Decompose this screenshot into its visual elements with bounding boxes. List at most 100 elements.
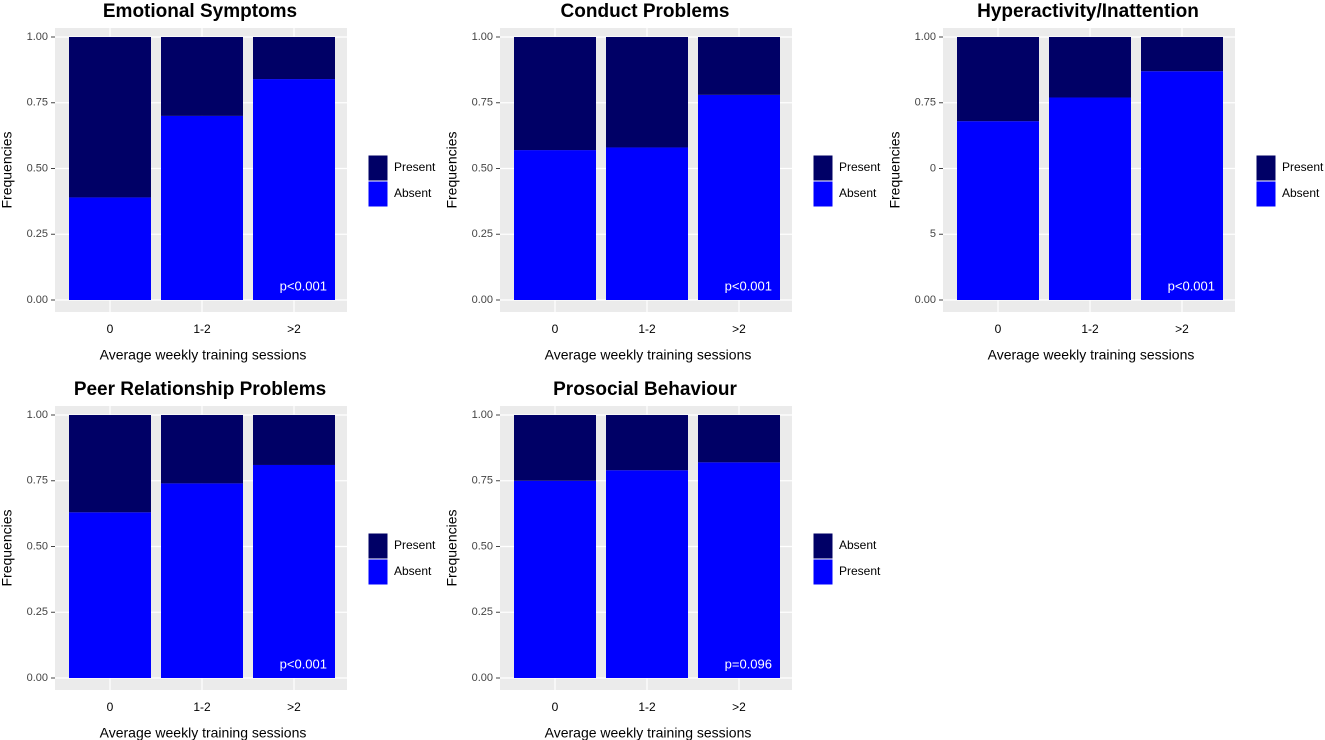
y-tick-label: 0.00 xyxy=(472,672,493,684)
bar-segment xyxy=(606,415,688,471)
bar-segment xyxy=(253,415,335,465)
x-tick-label: 0 xyxy=(107,322,114,336)
legend-swatch xyxy=(812,558,834,586)
legend-label: Present xyxy=(839,160,881,174)
y-tick-label: 0.00 xyxy=(472,294,493,306)
legend-swatch xyxy=(367,180,389,208)
x-tick-label: 1-2 xyxy=(638,322,656,336)
bar-segment xyxy=(161,37,243,116)
bar-segment xyxy=(253,464,335,678)
bar-segment xyxy=(253,37,335,80)
x-tick-label: 1-2 xyxy=(1081,322,1099,336)
y-axis-label: Frequencies xyxy=(444,131,460,208)
chart-title: Hyperactivity/Inattention xyxy=(977,1,1199,22)
x-axis-label: Average weekly training sessions xyxy=(988,347,1195,363)
bar-segment xyxy=(161,415,243,484)
y-tick-label: 0.25 xyxy=(27,228,48,240)
chart-title: Prosocial Behaviour xyxy=(553,379,737,400)
bar-segment xyxy=(69,512,151,678)
y-tick-label: 0.75 xyxy=(27,97,48,109)
x-tick-label: 1-2 xyxy=(193,700,211,714)
x-tick-label: 0 xyxy=(995,322,1002,336)
bar-segment xyxy=(957,37,1039,122)
legend-label: Absent xyxy=(394,186,432,200)
y-tick-label: 0.25 xyxy=(472,228,493,240)
y-axis-label: Frequencies xyxy=(0,509,15,586)
legend-swatch xyxy=(812,180,834,208)
chart-title: Peer Relationship Problems xyxy=(74,379,326,400)
bar-segment xyxy=(69,415,151,513)
chart-title: Emotional Symptoms xyxy=(103,1,297,22)
legend-label: Absent xyxy=(839,186,877,200)
y-tick-label: 0 xyxy=(930,162,936,174)
bar-segment xyxy=(69,197,151,300)
annotation: p=0.096 xyxy=(725,656,772,671)
bar-segment xyxy=(606,147,688,300)
y-tick-label: 0.50 xyxy=(27,540,48,552)
y-tick-label: 1.00 xyxy=(27,409,48,421)
x-tick-label: >2 xyxy=(287,322,301,336)
x-tick-label: >2 xyxy=(732,322,746,336)
bar-segment xyxy=(514,415,596,481)
legend-swatch xyxy=(812,154,834,182)
annotation: p<0.001 xyxy=(280,278,327,293)
x-tick-label: >2 xyxy=(1175,322,1189,336)
bar-segment xyxy=(253,79,335,300)
y-tick-label: 0.75 xyxy=(472,97,493,109)
legend-swatch xyxy=(367,558,389,586)
annotation: p<0.001 xyxy=(280,656,327,671)
bar-segment xyxy=(1141,71,1223,300)
legend-swatch xyxy=(1255,154,1277,182)
bar-segment xyxy=(161,115,243,301)
x-tick-label: 0 xyxy=(107,700,114,714)
y-tick-label: 0.50 xyxy=(27,162,48,174)
y-tick-label: 1.00 xyxy=(915,31,936,43)
y-tick-label: 5 xyxy=(930,228,936,240)
y-tick-label: 0.00 xyxy=(27,294,48,306)
legend-label: Present xyxy=(1282,160,1324,174)
legend-swatch xyxy=(1255,180,1277,208)
bar-segment xyxy=(606,37,688,148)
x-tick-label: >2 xyxy=(287,700,301,714)
x-axis-label: Average weekly training sessions xyxy=(100,725,307,740)
y-tick-label: 0.00 xyxy=(915,294,936,306)
y-tick-label: 0.25 xyxy=(27,606,48,618)
y-tick-label: 0.75 xyxy=(27,475,48,487)
x-tick-label: 1-2 xyxy=(638,700,656,714)
bar-segment xyxy=(514,150,596,300)
y-tick-label: 0.00 xyxy=(27,672,48,684)
bar-segment xyxy=(1049,97,1131,301)
bar-segment xyxy=(606,470,688,678)
y-tick-label: 1.00 xyxy=(27,31,48,43)
bar-segment xyxy=(698,37,780,95)
y-axis-label: Frequencies xyxy=(887,131,903,208)
bar-segment xyxy=(1049,37,1131,98)
legend-swatch xyxy=(367,532,389,560)
y-tick-label: 0.50 xyxy=(472,162,493,174)
y-tick-label: 0.25 xyxy=(472,606,493,618)
y-tick-label: 0.75 xyxy=(915,97,936,109)
bar-segment xyxy=(698,462,780,678)
bar-segment xyxy=(698,94,780,300)
x-tick-label: 0 xyxy=(552,322,559,336)
bar-segment xyxy=(514,480,596,678)
x-axis-label: Average weekly training sessions xyxy=(545,347,752,363)
legend-label: Present xyxy=(839,564,881,578)
x-axis-label: Average weekly training sessions xyxy=(545,725,752,740)
legend-swatch xyxy=(812,532,834,560)
legend-label: Present xyxy=(394,160,436,174)
y-axis-label: Frequencies xyxy=(0,131,15,208)
chart-title: Conduct Problems xyxy=(561,1,730,22)
bar-segment xyxy=(69,37,151,198)
x-tick-label: >2 xyxy=(732,700,746,714)
x-tick-label: 1-2 xyxy=(193,322,211,336)
bar-segment xyxy=(514,37,596,151)
annotation: p<0.001 xyxy=(725,278,772,293)
y-axis-label: Frequencies xyxy=(444,509,460,586)
x-axis-label: Average weekly training sessions xyxy=(100,347,307,363)
bar-segment xyxy=(1141,37,1223,72)
x-tick-label: 0 xyxy=(552,700,559,714)
legend-label: Absent xyxy=(839,538,877,552)
y-tick-label: 0.50 xyxy=(472,540,493,552)
